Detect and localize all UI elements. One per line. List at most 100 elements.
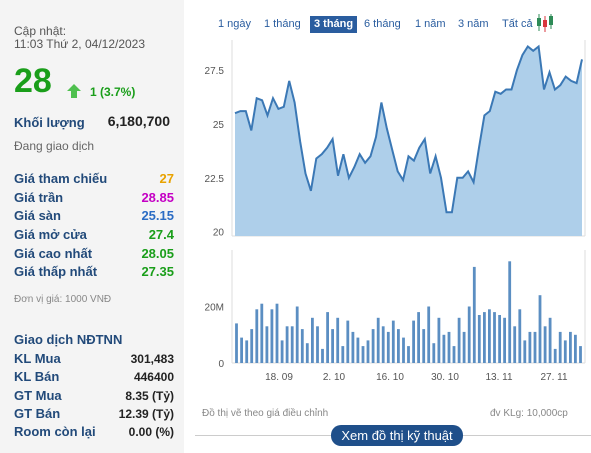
foreign-row: KL Bán 446400: [14, 369, 174, 387]
date-tick-label: 30. 10: [431, 372, 459, 383]
volume-bar: [503, 317, 506, 363]
volume-bar: [255, 309, 259, 363]
foreign-row-value: 301,483: [130, 352, 174, 366]
volume-bar: [569, 331, 572, 363]
volume-bar: [579, 346, 582, 363]
foreign-row-label: KL Bán: [14, 369, 60, 384]
update-time: 11:03 Thứ 2, 04/12/2023: [14, 37, 146, 51]
foreign-trading-title: Giao dịch NĐTNN: [14, 332, 123, 347]
chart-note: Đồ thị vẽ theo giá điều chỉnh: [202, 408, 329, 419]
volume-bar: [442, 334, 446, 364]
volume-bar: [346, 320, 350, 363]
price-tick-label: 25: [213, 120, 225, 131]
volume-bar: [240, 337, 243, 363]
price-row-value: 28.05: [141, 246, 174, 261]
foreign-row: GT Bán 12.39 (Tỷ): [14, 406, 174, 424]
price-row-label: Giá sàn: [14, 208, 61, 223]
volume-bar: [245, 340, 249, 363]
quote-panel: Cập nhật: 11:03 Thứ 2, 04/12/2023 28 1 (…: [0, 0, 184, 453]
volume-bar: [498, 315, 501, 363]
price-row-label: Giá mở cửa: [14, 227, 87, 242]
volume-bar: [528, 331, 532, 363]
foreign-row-value: 446400: [133, 370, 174, 384]
volume-bar: [432, 343, 436, 363]
volume-tick-label: 0: [218, 359, 224, 370]
candlestick-icon[interactable]: [536, 13, 556, 33]
volume-bar: [427, 306, 431, 363]
trading-status: Đang giao dịch: [14, 139, 95, 153]
date-tick-label: 27. 11: [540, 372, 567, 383]
volume-bar: [447, 331, 451, 363]
date-tick-label: 13. 11: [485, 372, 512, 383]
foreign-row-label: GT Mua: [14, 388, 62, 403]
volume-bar: [290, 326, 294, 363]
price-line: [234, 44, 583, 214]
tab-6-months[interactable]: 6 tháng: [364, 18, 401, 30]
price-row-value: 25.15: [141, 208, 174, 223]
price-row-high: Giá cao nhất 28.05: [14, 246, 174, 264]
price-row-value: 27: [159, 171, 174, 186]
volume-bars: [235, 261, 582, 364]
volume-bar: [558, 331, 562, 363]
price-row-value: 28.85: [141, 190, 174, 205]
tab-all[interactable]: Tất cả: [502, 18, 533, 30]
price-row-value: 27.35: [141, 264, 174, 279]
volume-bar: [462, 331, 466, 363]
volume-bar: [422, 329, 426, 363]
volume-bar: [285, 326, 289, 363]
volume-bar: [300, 329, 304, 363]
foreign-row: KL Mua 301,483: [14, 351, 174, 369]
foreign-row-label: GT Bán: [14, 406, 61, 421]
volume-bar: [295, 306, 299, 363]
volume-bar: [402, 337, 405, 363]
volume-bar: [417, 312, 420, 363]
volume-bar: [326, 312, 329, 363]
volume-bar: [260, 303, 264, 363]
volume-bar: [553, 348, 557, 363]
volume-bar: [321, 348, 324, 363]
volume-bar: [366, 340, 370, 363]
volume-bar: [316, 326, 319, 363]
price-row-label: Giá cao nhất: [14, 246, 93, 261]
price-plot: [234, 44, 583, 236]
volume-bar: [538, 295, 542, 363]
tab-3-months[interactable]: 3 tháng: [310, 16, 358, 33]
volume-bar: [533, 331, 537, 363]
volume-bar: [472, 266, 476, 363]
volume-bar: [563, 340, 567, 363]
volume-bar: [331, 329, 334, 363]
volume-bar: [574, 334, 577, 364]
date-tick-label: 18. 09: [265, 372, 293, 383]
volume-bar: [483, 312, 486, 363]
foreign-row-value: 12.39 (Tỷ): [118, 407, 174, 421]
price-row-label: Giá trần: [14, 190, 64, 205]
current-price: 28: [14, 62, 52, 100]
foreign-row: GT Mua 8.35 (Tỷ): [14, 388, 174, 406]
stock-chart: 20 22.5 25 27.5 0 20M 18. 09 2. 10 16. 10 30. 1…: [205, 40, 586, 383]
volume-axis-labels: 0 20M: [205, 303, 225, 371]
price-row-low: Giá thấp nhất 27.35: [14, 264, 174, 282]
volume-bar: [508, 261, 512, 363]
volume-tick-label: 20M: [205, 303, 224, 314]
price-tick-label: 20: [213, 228, 225, 239]
tab-1-day[interactable]: 1 ngày: [218, 18, 252, 30]
volume-bar: [356, 337, 360, 363]
price-row-value: 27.4: [148, 227, 174, 242]
tab-1-month[interactable]: 1 tháng: [264, 18, 301, 30]
up-arrow-icon: [67, 84, 81, 98]
foreign-row-value: 0.00 (%): [128, 425, 174, 439]
price-row-label: Giá tham chiếu: [14, 171, 108, 186]
volume-bar: [452, 346, 456, 363]
volume-bar: [381, 326, 385, 363]
price-row-floor: Giá sàn 25.15: [14, 208, 174, 226]
volume-bar: [397, 329, 400, 363]
volume-value: 6,180,700: [107, 113, 170, 129]
technical-chart-button[interactable]: Xem đồ thị kỹ thuật: [331, 425, 463, 446]
tab-3-years[interactable]: 3 năm: [458, 18, 489, 30]
price-tick-label: 22.5: [205, 174, 225, 185]
volume-bar: [265, 326, 269, 363]
date-tick-label: 16. 10: [376, 372, 404, 383]
tab-1-year[interactable]: 1 năm: [415, 18, 446, 30]
volume-bar: [437, 317, 441, 363]
volume-bar: [518, 309, 522, 363]
